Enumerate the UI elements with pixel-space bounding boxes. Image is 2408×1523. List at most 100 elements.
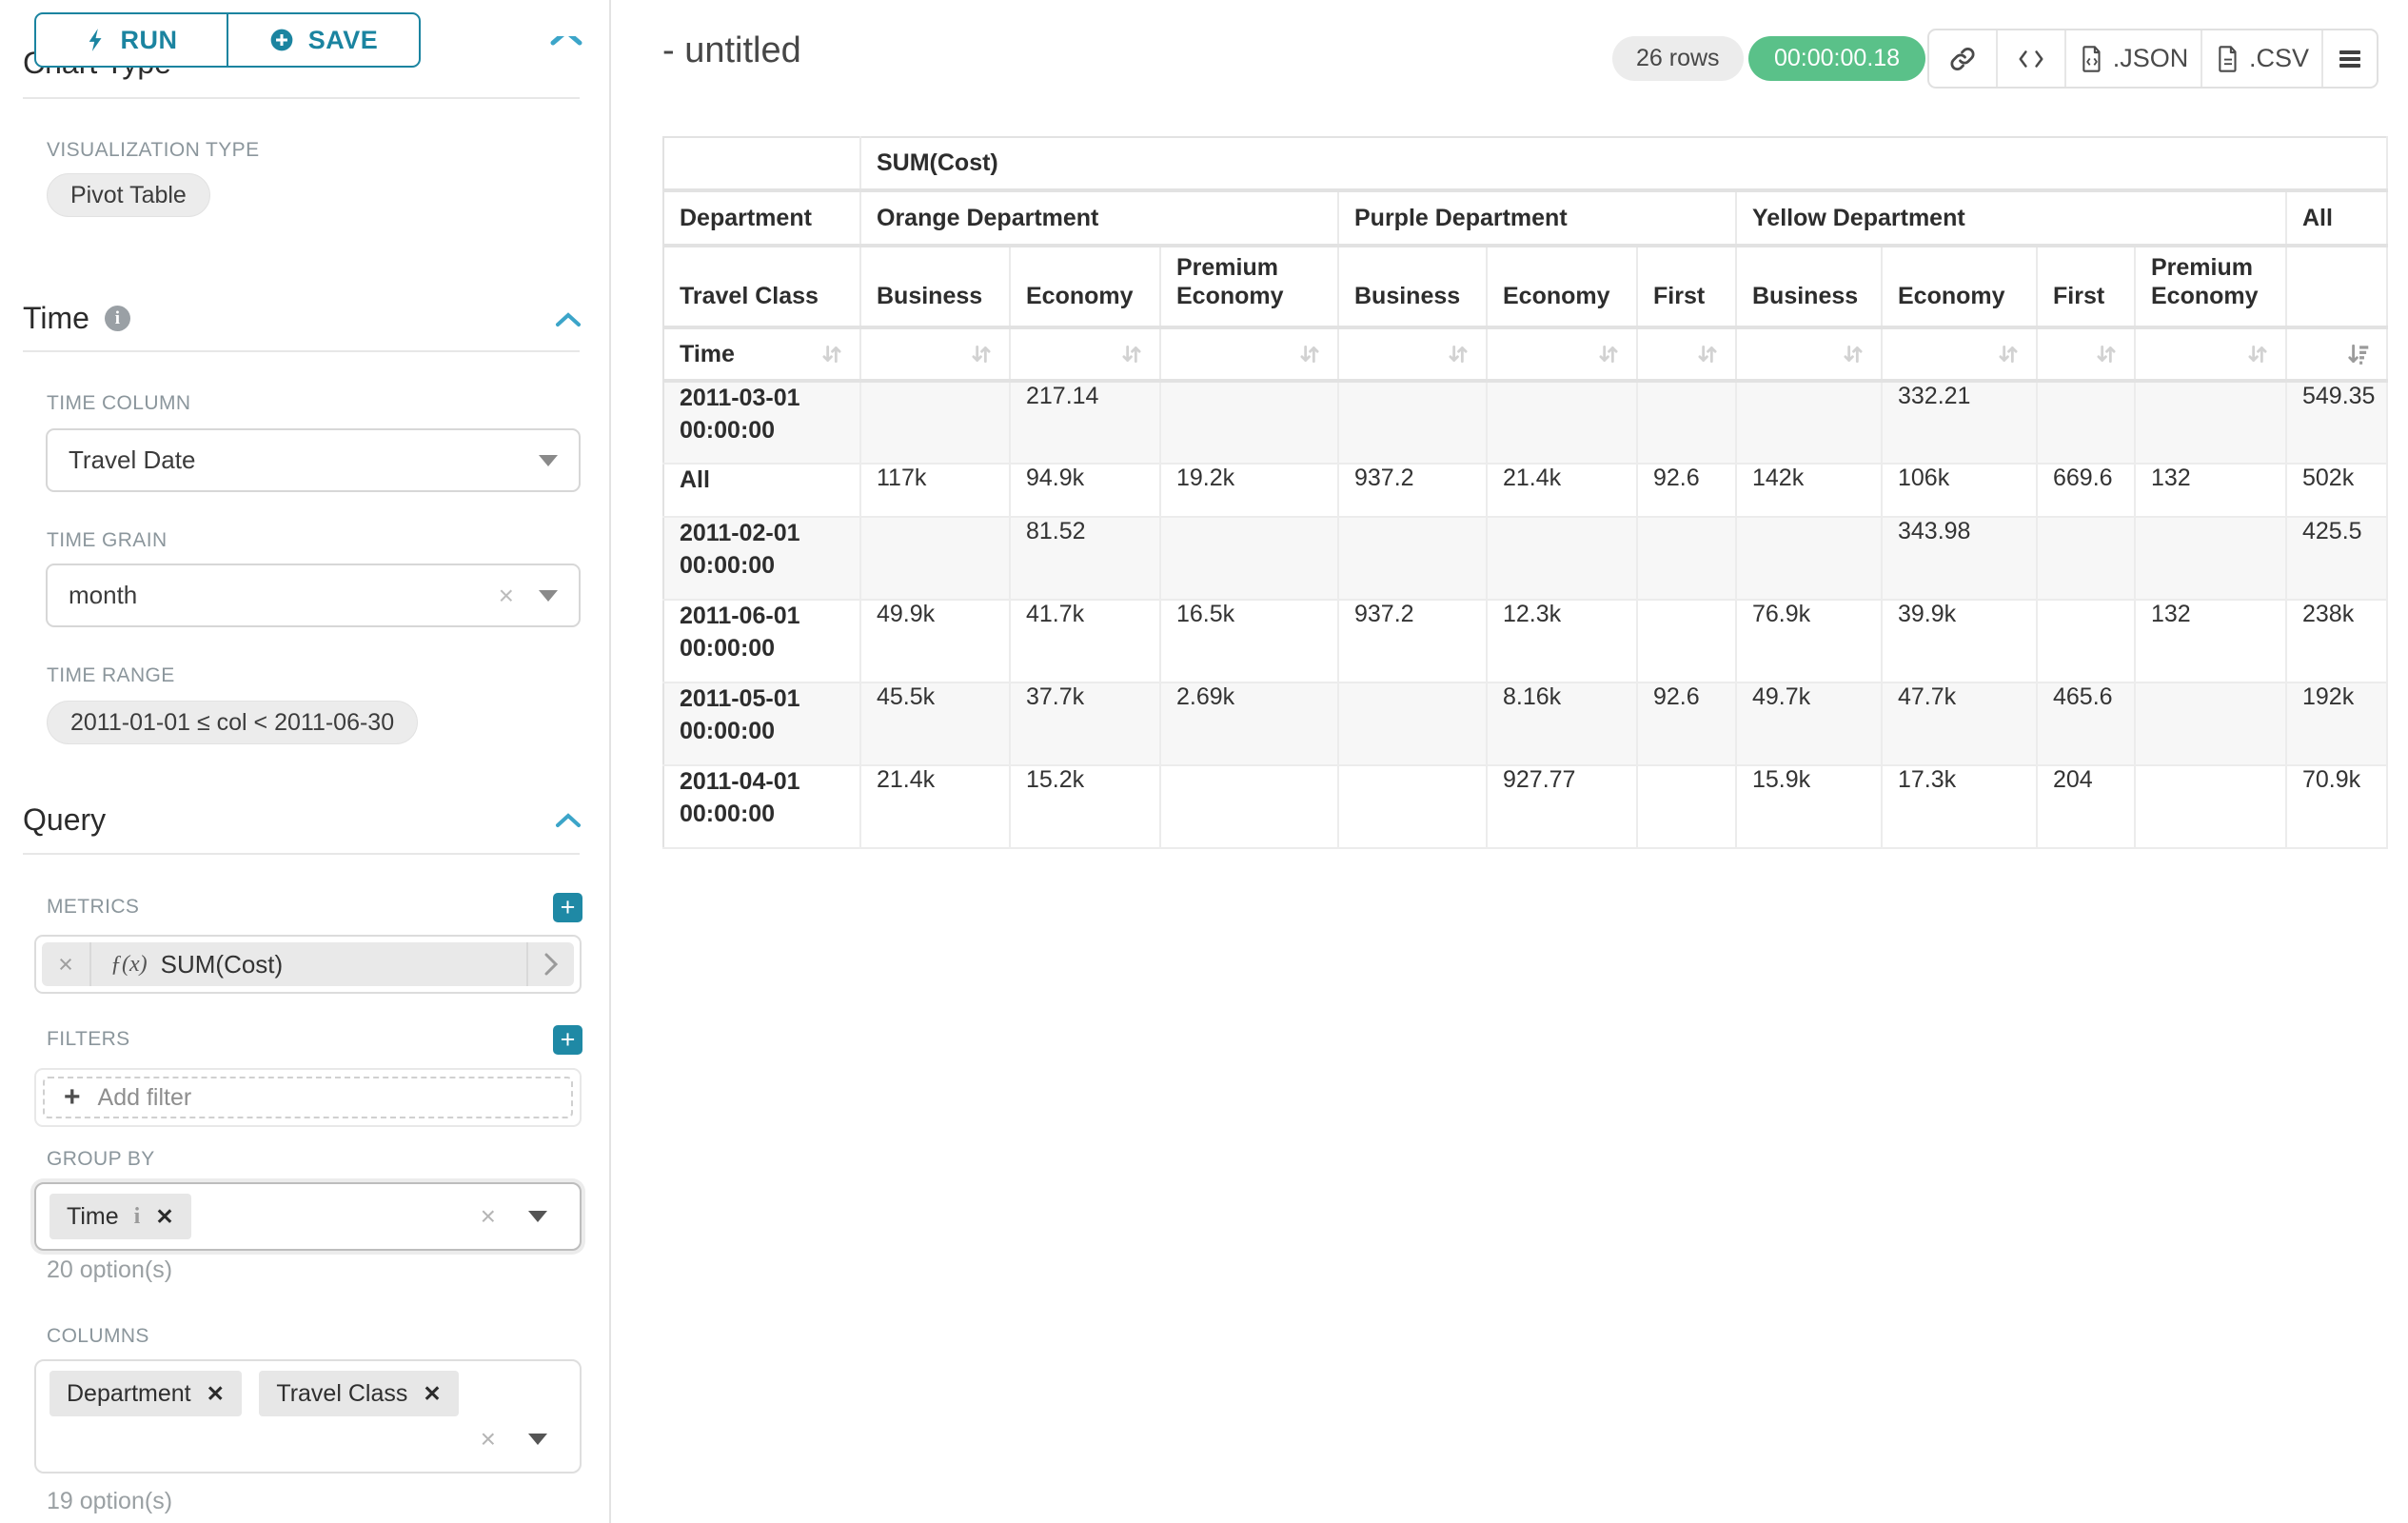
time-sort-header[interactable]: Time xyxy=(663,327,861,383)
run-button[interactable]: RUN xyxy=(36,14,227,66)
table-row: 2011-06-01 00:00:00 49.9k 41.7k 16.5k 937.2 1… xyxy=(663,600,2389,683)
column-sort-header[interactable] xyxy=(1736,327,1883,383)
travel-class-header xyxy=(2286,246,2389,329)
chevron-down-icon xyxy=(539,454,558,466)
clear-icon[interactable]: × xyxy=(480,1201,496,1231)
department-group-header: Orange Department xyxy=(860,190,1339,247)
time-column-select[interactable]: Travel Date xyxy=(46,428,581,492)
travel-class-header: Business xyxy=(860,246,1011,329)
export-json-button[interactable]: .JSON xyxy=(2064,30,2201,87)
value-cell: 132 xyxy=(2135,600,2287,683)
value-cell xyxy=(1736,517,1883,601)
save-button[interactable]: SAVE xyxy=(227,14,419,66)
travel-class-header: Business xyxy=(1736,246,1883,329)
query-collapse-chevron-icon[interactable] xyxy=(555,812,582,829)
query-timer-badge: 00:00:00.18 xyxy=(1748,36,1926,81)
column-sort-header[interactable] xyxy=(1160,327,1339,383)
value-cell: 12.3k xyxy=(1487,600,1638,683)
column-sort-header[interactable] xyxy=(1882,327,2038,383)
travel-class-header: Premium Economy xyxy=(2135,246,2287,329)
column-sort-header[interactable] xyxy=(860,327,1011,383)
remove-tag-icon[interactable]: ✕ xyxy=(423,1380,442,1406)
column-sort-header[interactable] xyxy=(1637,327,1737,383)
column-sort-header[interactable] xyxy=(1010,327,1161,383)
value-cell: 204 xyxy=(2037,765,2136,849)
share-link-button[interactable] xyxy=(1929,30,1996,87)
value-cell: 19.2k xyxy=(1160,464,1339,518)
value-cell: 45.5k xyxy=(860,682,1011,766)
column-sort-header[interactable] xyxy=(1487,327,1638,383)
info-circle-icon[interactable]: i xyxy=(104,306,130,331)
chart-title[interactable]: - untitled xyxy=(662,30,801,70)
metric-pill[interactable]: × ƒ(x) SUM(Cost) xyxy=(42,942,574,986)
clear-icon[interactable]: × xyxy=(498,580,514,610)
clear-icon[interactable]: × xyxy=(480,1424,496,1454)
column-sort-header[interactable] xyxy=(1338,327,1488,383)
value-cell: 49.7k xyxy=(1736,682,1883,766)
travel-class-header: First xyxy=(1637,246,1737,329)
value-cell: 2.69k xyxy=(1160,682,1339,766)
value-cell: 425.5 xyxy=(2286,517,2389,601)
more-options-button[interactable] xyxy=(2321,30,2377,87)
time-column-label: TIME COLUMN xyxy=(47,392,191,414)
export-csv-button[interactable]: .CSV xyxy=(2201,30,2321,87)
sort-arrows-icon xyxy=(1844,346,1863,363)
chevron-down-icon[interactable] xyxy=(528,1434,547,1445)
row-label: 2011-03-01 00:00:00 xyxy=(663,381,861,465)
fx-icon: ƒ(x) xyxy=(110,951,148,977)
time-section-heading: Time i xyxy=(23,301,130,336)
row-label: 2011-06-01 00:00:00 xyxy=(663,600,861,683)
column-sort-header[interactable] xyxy=(2037,327,2136,383)
column-sort-header[interactable] xyxy=(2135,327,2287,383)
add-filter-plus-button[interactable]: + xyxy=(553,1025,582,1055)
chevron-right-icon[interactable] xyxy=(526,942,574,986)
value-cell: 142k xyxy=(1736,464,1883,518)
value-cell: 669.6 xyxy=(2037,464,2136,518)
time-range-pill[interactable]: 2011-01-01 ≤ col < 2011-06-30 xyxy=(47,701,419,744)
metric-header: SUM(Cost) xyxy=(860,137,2389,192)
plus-circle-icon xyxy=(270,29,293,51)
add-filter-button[interactable]: + Add filter xyxy=(43,1077,573,1118)
sort-arrows-icon xyxy=(1122,346,1141,363)
chevron-up-icon[interactable] xyxy=(550,36,584,46)
add-metric-button[interactable]: + xyxy=(553,893,582,922)
value-cell: 39.9k xyxy=(1882,600,2038,683)
value-cell: 937.2 xyxy=(1338,464,1488,518)
value-cell: 192k xyxy=(2286,682,2389,766)
value-cell xyxy=(2135,381,2287,465)
value-cell xyxy=(2135,517,2287,601)
columns-select[interactable]: Department ✕ Travel Class ✕ × xyxy=(34,1359,582,1474)
info-icon[interactable]: i xyxy=(133,1203,141,1229)
group-by-select[interactable]: Time i ✕ × xyxy=(34,1182,582,1251)
department-dimension-header: Department xyxy=(663,190,861,247)
filters-control: + Add filter xyxy=(34,1068,582,1127)
time-grain-select[interactable]: month × xyxy=(46,564,581,627)
value-cell: 16.5k xyxy=(1160,600,1339,683)
chevron-down-icon[interactable] xyxy=(528,1211,547,1222)
value-cell: 81.52 xyxy=(1010,517,1161,601)
embed-code-button[interactable] xyxy=(1996,30,2064,87)
time-collapse-chevron-icon[interactable] xyxy=(555,311,582,328)
link-icon xyxy=(1950,47,1975,70)
run-button-label: RUN xyxy=(120,25,178,54)
remove-tag-icon[interactable]: ✕ xyxy=(155,1203,174,1229)
value-cell xyxy=(1487,517,1638,601)
value-cell xyxy=(860,517,1011,601)
value-cell xyxy=(1736,381,1883,465)
remove-tag-icon[interactable]: ✕ xyxy=(206,1380,225,1406)
value-cell: 549.35 xyxy=(2286,381,2389,465)
value-cell: 41.7k xyxy=(1010,600,1161,683)
row-label: 2011-04-01 00:00:00 xyxy=(663,765,861,849)
row-count-badge: 26 rows xyxy=(1612,36,1744,81)
remove-metric-icon[interactable]: × xyxy=(42,942,91,986)
viz-type-pill[interactable]: Pivot Table xyxy=(47,173,210,217)
column-sort-header[interactable] xyxy=(2286,327,2389,383)
sort-arrows-icon xyxy=(1698,346,1717,363)
value-cell: 927.77 xyxy=(1487,765,1638,849)
sort-arrows-icon xyxy=(2248,346,2267,363)
value-cell: 15.9k xyxy=(1736,765,1883,849)
value-cell: 132 xyxy=(2135,464,2287,518)
travel-class-header: First xyxy=(2037,246,2136,329)
pivot-table-container: SUM(Cost) Department Orange Department Purp… xyxy=(662,136,2389,849)
value-cell xyxy=(1637,600,1737,683)
